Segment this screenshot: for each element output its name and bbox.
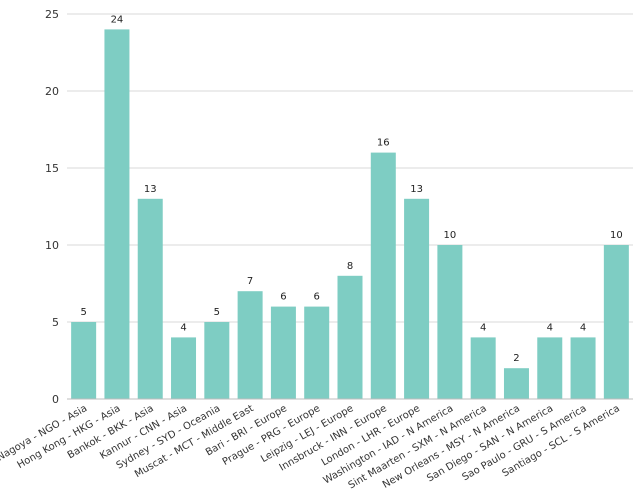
y-tick-label: 5 <box>52 316 59 329</box>
bar <box>171 337 197 399</box>
bar <box>404 198 430 399</box>
bar <box>137 198 163 399</box>
y-axis: 0 5 10 15 20 25 <box>45 8 59 406</box>
y-tick-label: 10 <box>45 239 59 252</box>
bar <box>503 368 529 399</box>
data-label: 13 <box>410 184 423 195</box>
y-tick-label: 0 <box>52 393 59 406</box>
y-tick-label: 25 <box>45 8 59 21</box>
data-label: 7 <box>247 276 253 287</box>
data-label: 24 <box>111 14 124 25</box>
bar <box>304 306 330 399</box>
bar <box>537 337 563 399</box>
data-label: 4 <box>547 322 553 333</box>
data-label: 16 <box>377 138 390 149</box>
bar <box>71 322 97 399</box>
data-label: 5 <box>214 307 220 318</box>
data-label: 6 <box>280 292 286 303</box>
bar <box>470 337 496 399</box>
data-label: 13 <box>144 184 157 195</box>
bar <box>603 245 629 399</box>
data-label: 4 <box>180 322 186 333</box>
bar <box>570 337 596 399</box>
bar <box>270 306 296 399</box>
bar <box>104 29 130 400</box>
bar <box>370 152 396 399</box>
data-label: 5 <box>80 307 86 318</box>
data-label: 6 <box>314 292 320 303</box>
data-label: 10 <box>444 230 457 241</box>
bars <box>71 29 629 400</box>
bar <box>204 322 230 399</box>
data-label: 4 <box>580 322 586 333</box>
data-label: 4 <box>480 322 486 333</box>
bar <box>437 245 463 399</box>
y-tick-label: 20 <box>45 85 59 98</box>
bar <box>237 291 263 399</box>
y-tick-label: 15 <box>45 162 59 175</box>
bar <box>337 275 363 399</box>
data-label: 2 <box>513 353 519 364</box>
data-label: 8 <box>347 261 353 272</box>
data-label: 10 <box>610 230 623 241</box>
